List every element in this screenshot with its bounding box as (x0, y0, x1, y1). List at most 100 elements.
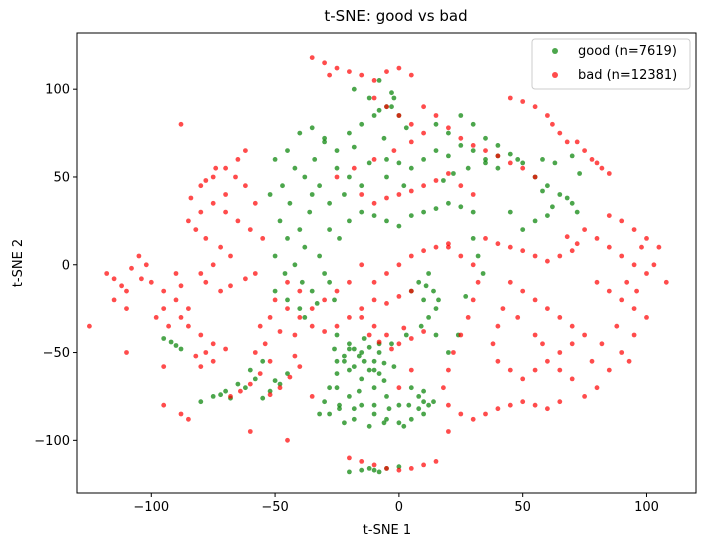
data-point (396, 467, 402, 473)
data-point (178, 283, 184, 289)
data-point (391, 364, 397, 369)
data-point (408, 72, 414, 78)
data-point (515, 157, 521, 162)
data-point (327, 411, 332, 417)
data-point (545, 113, 550, 118)
data-point (332, 297, 337, 303)
data-point (359, 306, 365, 311)
data-point (475, 253, 481, 259)
data-point (111, 276, 117, 282)
data-point (257, 323, 263, 329)
data-point (262, 341, 268, 347)
data-point (309, 55, 315, 60)
data-point (322, 399, 327, 405)
data-point (396, 262, 402, 268)
data-point (267, 315, 273, 320)
data-point (359, 459, 365, 464)
data-point (228, 283, 233, 289)
data-point (376, 78, 382, 83)
data-point (490, 341, 496, 347)
data-point (582, 148, 587, 154)
data-point (545, 183, 550, 189)
data-point (520, 288, 526, 294)
data-point (136, 253, 142, 259)
data-point (614, 323, 620, 329)
data-point (624, 279, 630, 285)
data-point (366, 332, 372, 338)
data-point (483, 411, 488, 417)
data-point (366, 95, 372, 101)
data-point (470, 416, 476, 422)
data-point (322, 329, 327, 334)
data-point (463, 294, 469, 299)
data-point (161, 306, 167, 311)
data-point (421, 209, 426, 215)
data-point (483, 160, 488, 166)
data-point (314, 301, 320, 306)
data-point (577, 171, 582, 176)
data-point (408, 416, 414, 422)
data-point (317, 183, 322, 189)
data-point (371, 467, 377, 473)
data-point (210, 394, 216, 399)
data-point (104, 271, 110, 276)
data-point (520, 399, 526, 405)
x-tick-label: −50 (261, 500, 288, 515)
data-point (332, 346, 337, 352)
data-point (124, 288, 129, 294)
data-point (446, 153, 451, 159)
data-point (267, 388, 273, 394)
data-point (656, 244, 662, 250)
data-point (186, 416, 191, 422)
data-point (470, 143, 476, 148)
data-point (634, 288, 639, 294)
data-point (483, 157, 488, 162)
data-point (193, 227, 199, 233)
data-point (384, 69, 389, 74)
data-point (458, 135, 464, 141)
data-point (569, 341, 575, 347)
data-point (366, 367, 372, 373)
chart-title: t-SNE: good vs bad (324, 7, 467, 25)
data-point (359, 262, 365, 268)
data-point (337, 236, 342, 241)
data-point (451, 350, 456, 355)
data-point (210, 174, 216, 180)
data-point (451, 171, 456, 176)
data-point (408, 253, 414, 259)
data-point (302, 244, 308, 250)
data-point (309, 125, 315, 131)
data-point (384, 466, 389, 471)
data-point (507, 151, 513, 157)
data-point (441, 178, 446, 183)
data-point (272, 378, 278, 383)
data-point (532, 218, 538, 224)
data-point (233, 174, 238, 180)
data-point (119, 283, 124, 289)
y-tick-label: 0 (62, 258, 70, 273)
data-point (322, 271, 327, 276)
data-point (403, 125, 409, 131)
data-point (470, 297, 476, 303)
data-point (267, 192, 273, 197)
data-point (285, 148, 290, 154)
data-point (366, 344, 372, 350)
y-tick-label: 50 (53, 170, 70, 185)
data-point (557, 367, 563, 373)
data-point (359, 315, 365, 320)
data-point (557, 130, 563, 136)
data-point (495, 143, 501, 148)
data-point (356, 388, 362, 394)
data-point (480, 271, 486, 276)
data-point (545, 358, 550, 364)
data-point (243, 385, 248, 391)
data-point (384, 301, 389, 306)
data-point (386, 406, 392, 412)
data-point (483, 236, 488, 241)
data-point (520, 160, 526, 166)
data-point (626, 358, 632, 364)
data-point (470, 262, 476, 268)
data-point (515, 315, 521, 320)
data-point (280, 183, 285, 189)
data-point (446, 125, 451, 131)
